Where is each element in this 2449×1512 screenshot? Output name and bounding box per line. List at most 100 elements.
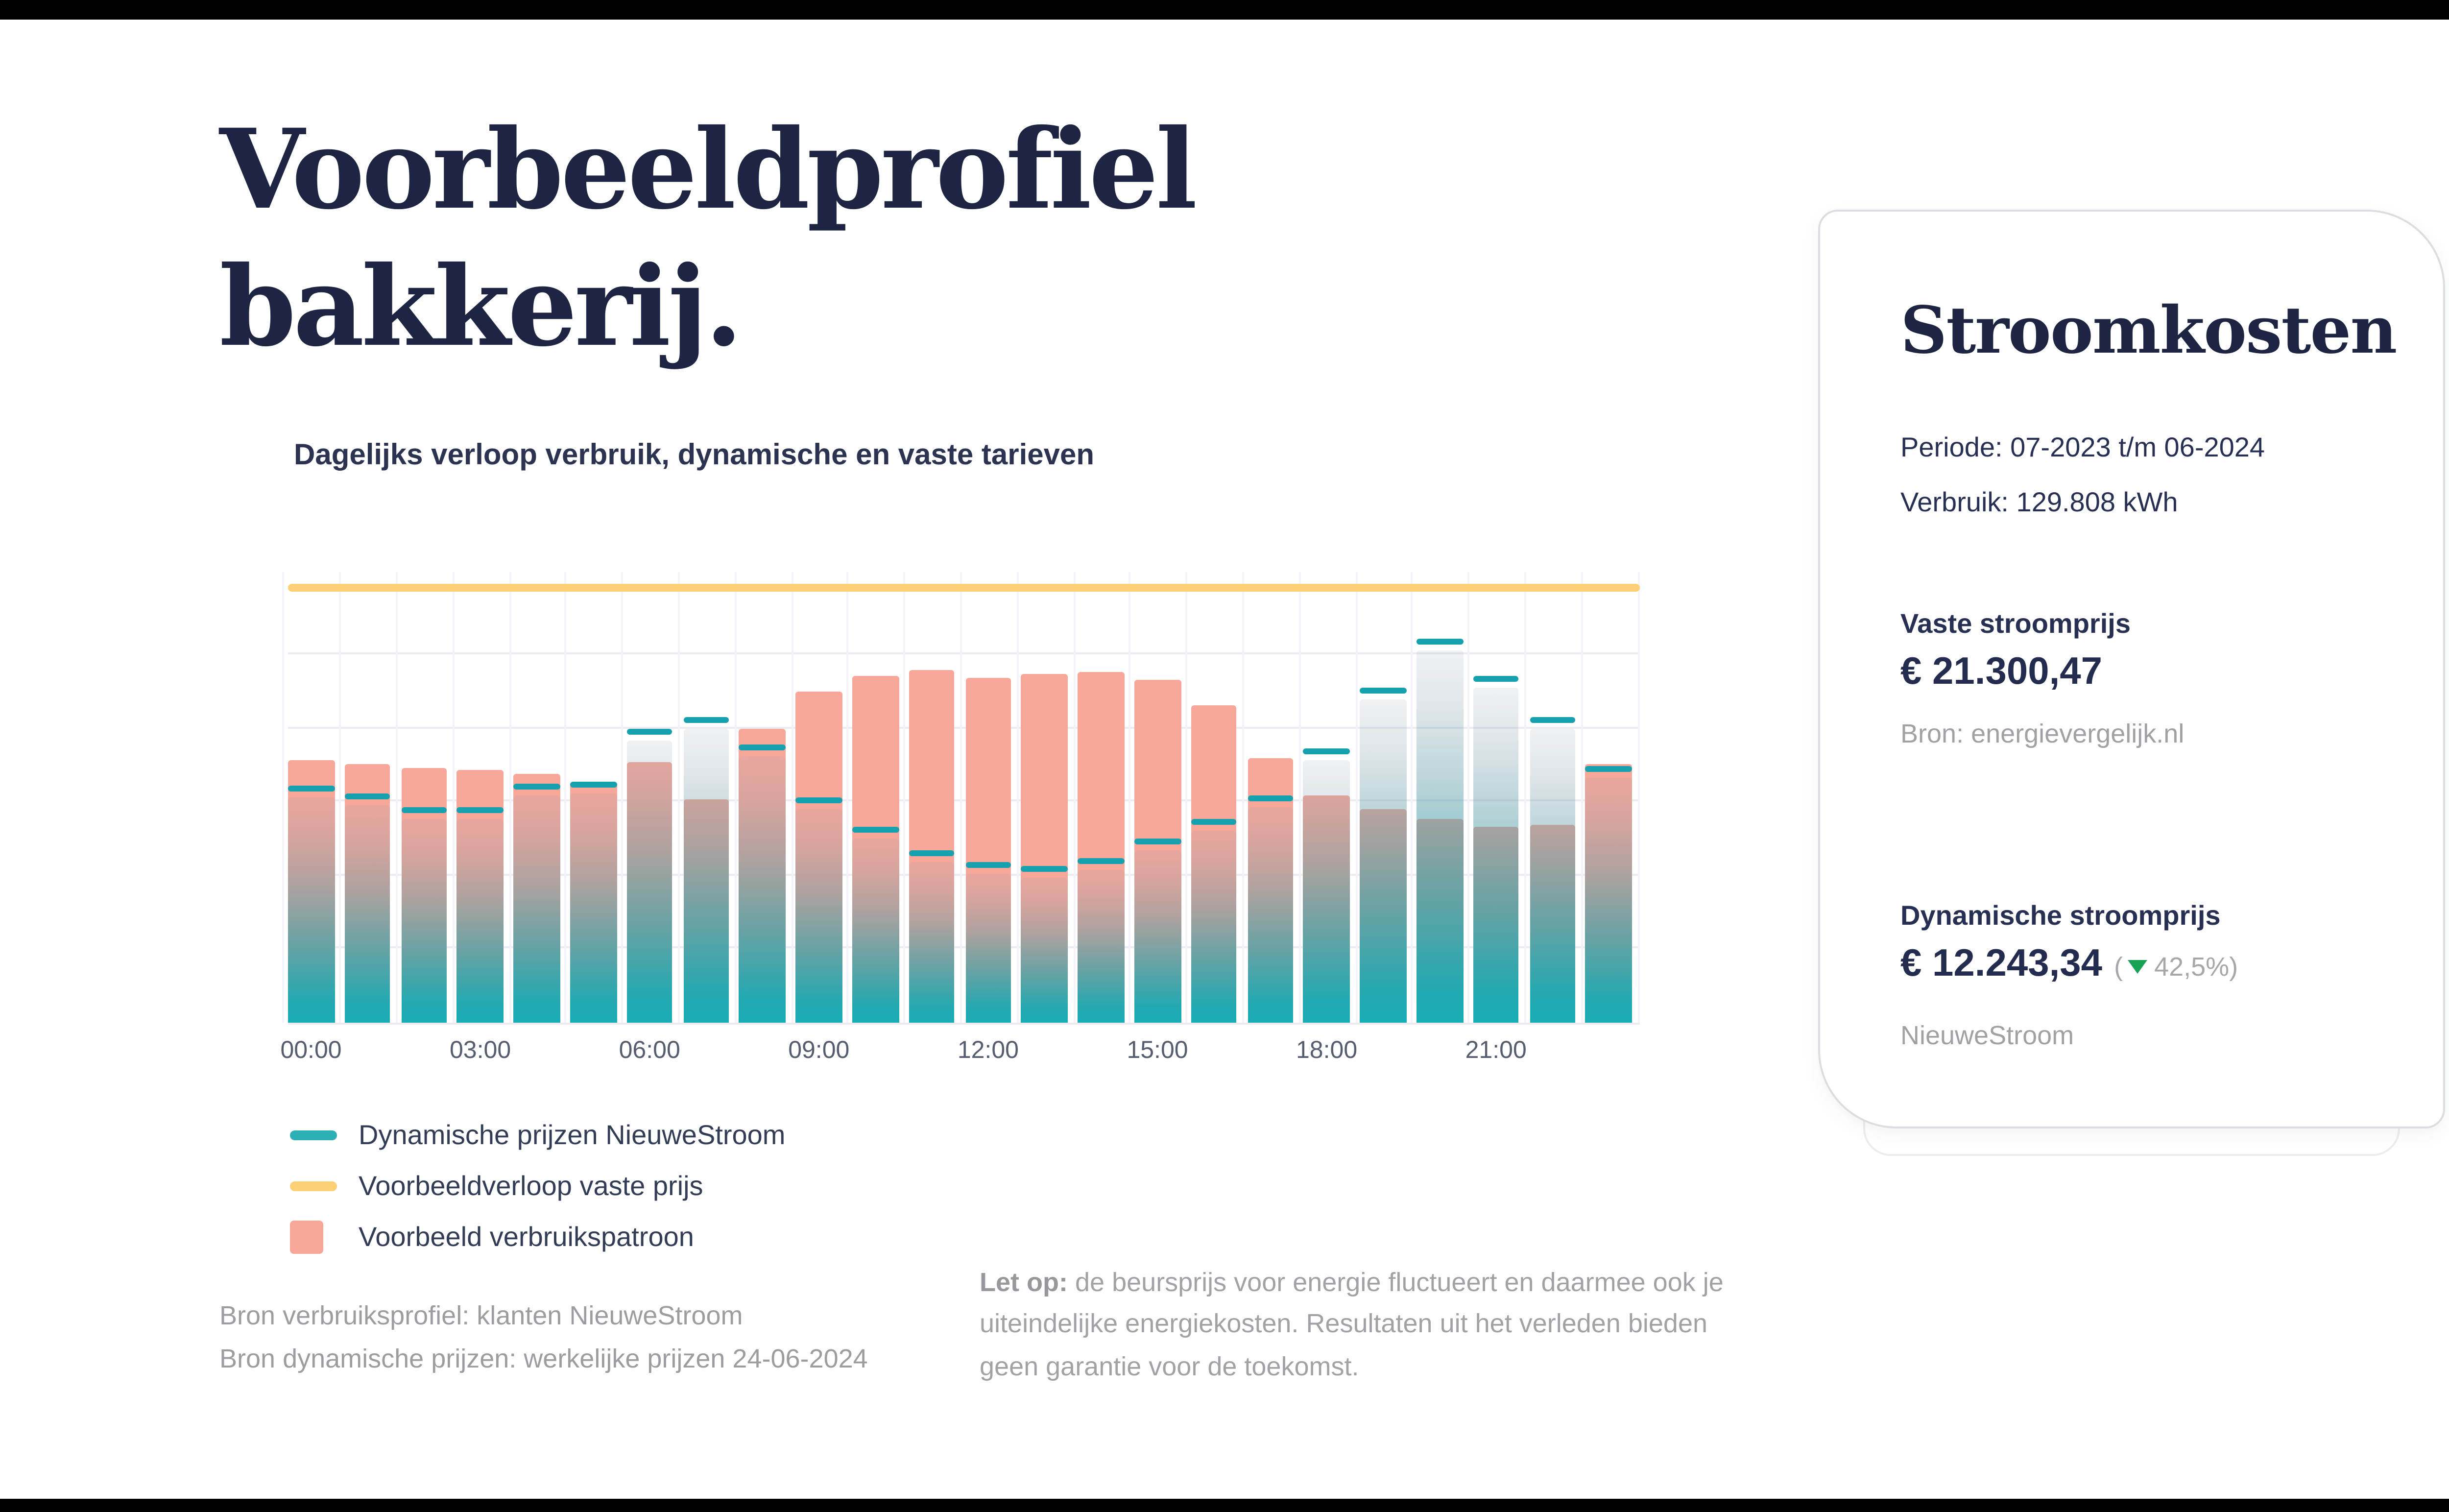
hour-slot-11:00 [909,572,955,1023]
vertical-gridline [903,572,906,1023]
fixed-price-value: € 21.300,47 [1900,650,2103,694]
dynamic-price-fill [513,795,560,1023]
dynamic-price-marker [965,862,1011,868]
dynamic-price-marker [1585,767,1632,773]
horizontal-gridline [288,652,1640,654]
dynamic-price-marker [1134,838,1180,844]
hour-slot-23:00 [1585,572,1632,1023]
dynamic-price-fill [457,818,504,1023]
vertical-gridline [452,572,454,1023]
dynamic-price-marker [457,806,504,813]
x-axis-tick-label: 03:00 [450,1036,511,1064]
x-axis-tick-label: 00:00 [280,1036,342,1064]
legend-swatch [290,1180,337,1190]
legend-item-consumption: Voorbeeld verbruikspatroon [290,1211,786,1262]
disclaimer-note-text: de beursprijs voor energie fluctueert en… [980,1268,1724,1381]
legend-swatch [290,1220,337,1253]
page-title: Voorbeeldprofiel bakkerij. [219,102,1198,376]
hour-slot-05:00 [570,572,616,1023]
disclaimer-note-prefix: Let op: [980,1268,1068,1297]
dynamic-price-fill [1134,850,1180,1023]
vertical-gridline [847,572,849,1023]
card-heading: Stroomkosten [1900,292,2397,368]
stroomkosten-card: Stroomkosten Periode: 07-2023 t/m 06-202… [1818,210,2445,1128]
vertical-gridline [508,572,511,1023]
dynamic-price-marker [1529,716,1576,722]
fixed-price-label: Vaste stroomprijs [1900,607,2131,639]
dynamic-price-fill [1021,878,1068,1023]
legend-label: Voorbeeldverloop vaste prijs [359,1170,703,1201]
x-axis-labels: 00:00 03:00 06:00 09:00 12:00 15:00 18:00 21:00 [280,1036,1640,1068]
x-axis-tick-label: 06:00 [619,1036,680,1064]
legend-label: Voorbeeld verbruikspatroon [359,1221,694,1252]
page-title-line2: bakkerij. [219,243,743,372]
hour-slot-17:00 [1247,572,1294,1023]
vertical-gridline [1637,572,1639,1023]
x-axis-tick-label: 15:00 [1127,1036,1188,1064]
hour-slot-08:00 [739,572,786,1023]
legend-label: Dynamische prijzen NieuweStroom [359,1119,786,1150]
hour-slot-15:00 [1134,572,1180,1023]
letterbox-top [0,0,2449,20]
vertical-gridline [1185,572,1188,1023]
legend-item-fixed-price: Voorbeeldverloop vaste prijs [290,1160,786,1211]
hour-slot-13:00 [1021,572,1068,1023]
hour-slot-16:00 [1191,572,1237,1023]
card-periode: Periode: 07-2023 t/m 06-2024 [1900,431,2265,462]
vertical-gridline [734,572,736,1023]
hour-slot-20:00 [1417,572,1463,1023]
hour-slot-01:00 [344,572,391,1023]
dynamic-price-marker [1303,748,1350,754]
delta-percentage: 42,5%) [2154,952,2238,982]
yellow-line-icon [290,1180,337,1190]
source-footnote: Bron verbruiksprofiel: klanten NieuweStr… [219,1295,868,1379]
hour-slot-19:00 [1360,572,1406,1023]
hour-slot-18:00 [1303,572,1350,1023]
x-axis-tick-label: 12:00 [957,1036,1019,1064]
vertical-gridline [1467,572,1470,1023]
hour-slot-04:00 [513,572,560,1023]
vertical-gridline [1242,572,1244,1023]
dynamic-price-fill [909,861,955,1023]
dynamic-price-marker [1078,858,1124,864]
dynamic-price-fill [1303,760,1350,1023]
dynamic-price-marker [570,782,616,788]
fixed-price-source: Bron: energievergelijk.nl [1900,719,2185,748]
hour-slot-03:00 [457,572,504,1023]
dynamic-price-fill [570,793,616,1023]
dynamic-price-fill [795,809,842,1023]
fixed-price-line [288,584,1640,592]
dynamic-price-marker [513,783,560,790]
chart-plot-area [283,572,1640,1025]
vertical-gridline [1355,572,1357,1023]
vertical-gridline [1129,572,1131,1023]
dynamic-price-fill [739,756,786,1023]
x-axis-tick-label: 09:00 [788,1036,850,1064]
dynamic-price-marker [1247,796,1294,802]
vertical-gridline [1298,572,1300,1023]
card-content: Stroomkosten Periode: 07-2023 t/m 06-202… [1820,212,2443,1056]
source-footnote-line2: Bron dynamische prijzen: werkelijke prij… [219,1343,868,1372]
disclaimer-note: Let op: de beursprijs voor energie fluct… [980,1262,1752,1387]
dynamic-price-source: NieuweStroom [1900,1021,2074,1050]
dynamic-price-marker [795,797,842,804]
chart-bars [288,572,1640,1023]
vertical-gridline [339,572,341,1023]
dynamic-price-label: Dynamische stroomprijs [1900,899,2221,931]
legend-item-dynamic-price: Dynamische prijzen NieuweStroom [290,1109,786,1160]
teal-line-icon [290,1129,337,1139]
hour-slot-06:00 [626,572,673,1023]
page-title-line1: Voorbeeldprofiel [219,106,1198,235]
dynamic-price-fill [1191,830,1237,1023]
dynamic-price-amount: € 12.243,34 [1900,942,2103,985]
dynamic-price-fill [1529,728,1576,1023]
hour-slot-02:00 [401,572,447,1023]
dynamic-price-marker [909,849,955,856]
dynamic-price-marker [739,744,786,750]
x-axis-tick-label: 18:00 [1296,1036,1358,1064]
dynamic-price-marker [1360,687,1406,693]
dynamic-price-marker [683,718,729,724]
vertical-gridline [395,572,398,1023]
